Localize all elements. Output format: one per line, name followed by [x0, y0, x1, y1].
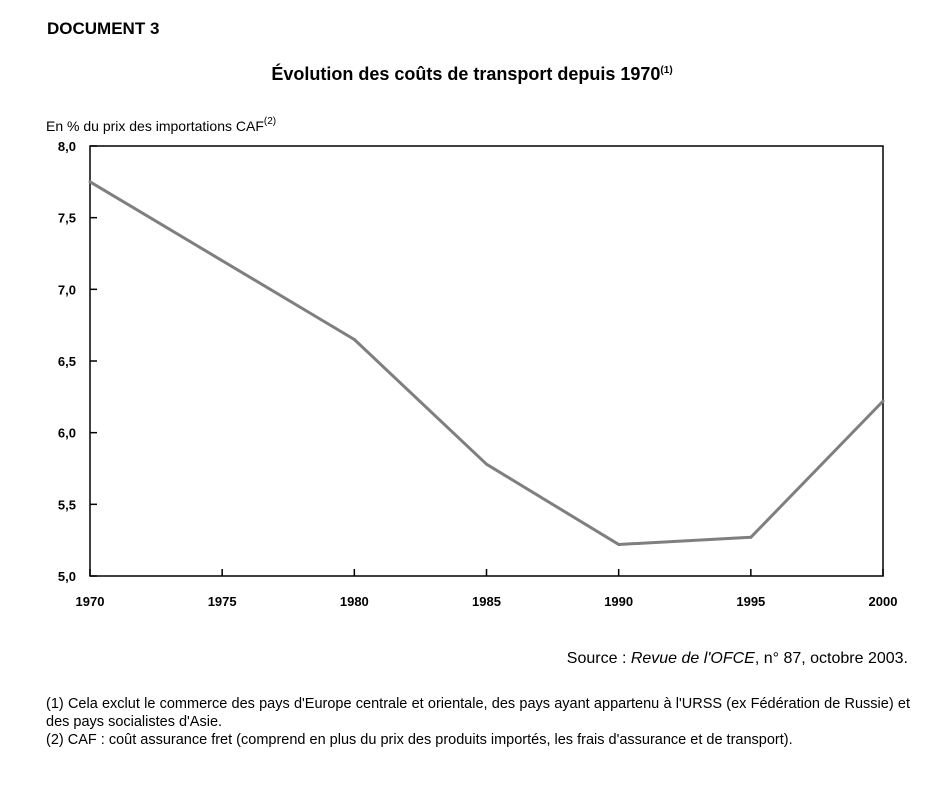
- line-chart: 1970 1975 1980 1985 1990 1995 2000 5,0 5,5 6,0 6,5…: [58, 139, 898, 609]
- chart-title-text: Évolution des coûts de transport depuis …: [271, 64, 661, 84]
- data-point: [88, 180, 92, 184]
- axis-tick-labels: 1970 1975 1980 1985 1990 1995 2000 5,0 5,5 6,0 6,5…: [58, 139, 898, 609]
- plot-frame: [89, 145, 884, 577]
- data-point: [617, 542, 621, 546]
- data-point: [352, 338, 356, 341]
- series-group: [88, 180, 885, 546]
- source-suffix: , n° 87, octobre 2003.: [754, 650, 908, 667]
- y-axis-label-text: En % du prix des importations CAF: [46, 118, 264, 134]
- y-tick-label: 5,5: [58, 497, 76, 512]
- y-tick-label: 8,0: [58, 139, 76, 154]
- data-point: [881, 399, 885, 403]
- footnote-1: (1) Cela exclut le commerce des pays d'E…: [46, 696, 910, 730]
- y-tick-label: 7,0: [58, 282, 76, 297]
- x-tick-label: 1995: [736, 594, 765, 609]
- y-tick-label: 6,5: [58, 354, 76, 369]
- document-label: DOCUMENT 3: [47, 19, 160, 38]
- data-point: [485, 462, 488, 466]
- source-prefix: Source :: [566, 650, 631, 667]
- x-tick-label: 1985: [472, 594, 501, 609]
- y-tick-label: 5,0: [58, 569, 76, 584]
- footnotes: (1) Cela exclut le commerce des pays d'E…: [46, 695, 910, 749]
- chart-title-note: (1): [660, 65, 673, 76]
- y-axis-label-note: (2): [263, 116, 277, 127]
- series-line: [89, 180, 885, 546]
- axis-ticks: [89, 145, 884, 577]
- footnote-2: (2) CAF : coût assurance fret (comprend …: [46, 732, 793, 748]
- y-axis-label: En % du prix des importations CAF(2): [46, 116, 276, 134]
- x-tick-label: 1990: [604, 594, 633, 609]
- y-tick-label: 6,0: [58, 426, 76, 441]
- x-tick-label: 1975: [208, 594, 237, 609]
- y-tick-label: 7,5: [58, 211, 76, 226]
- x-tick-label: 1970: [76, 594, 105, 609]
- x-tick-label: 2000: [869, 594, 898, 609]
- source-title: Revue de l'OFCE: [630, 650, 755, 667]
- source-note: Source : Revue de l'OFCE, n° 87, octobre…: [567, 650, 908, 668]
- data-point: [749, 535, 753, 539]
- chart-title: Évolution des coûts de transport depuis …: [0, 64, 944, 85]
- x-tick-label: 1980: [340, 594, 369, 609]
